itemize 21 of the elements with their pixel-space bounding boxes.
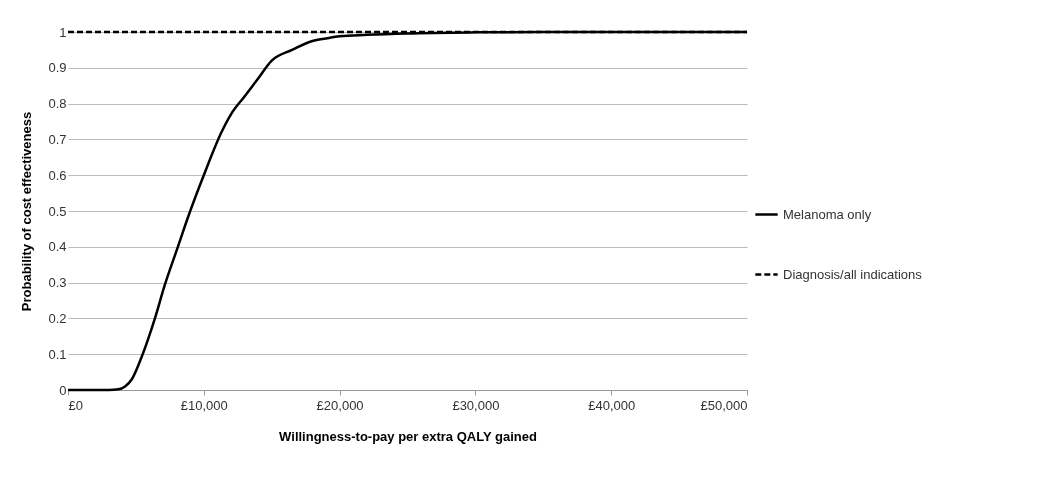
- y-tick-label: 0.9: [48, 60, 67, 76]
- y-tick-label: 0.8: [48, 96, 67, 112]
- x-tick-label: £40,000: [588, 397, 636, 413]
- x-tick-label: £0: [68, 397, 83, 413]
- y-tick-label: 0.2: [48, 310, 67, 326]
- x-tick-label: £10,000: [180, 397, 228, 413]
- y-tick-label: 0.3: [48, 275, 67, 291]
- y-tick-label: 0.4: [48, 239, 67, 255]
- x-axis-title: Willingness-to-pay per extra QALY gained: [279, 428, 537, 444]
- y-tick-label: 0: [59, 382, 67, 398]
- y-tick-label: 0.7: [48, 131, 67, 147]
- x-tick-label: £30,000: [452, 397, 500, 413]
- x-tick-label: £50,000: [700, 397, 748, 413]
- y-tick-label: 0.5: [48, 203, 67, 219]
- legend-label: Diagnosis/all indications: [783, 266, 923, 282]
- y-tick-label: 0.6: [48, 167, 67, 183]
- x-tick-label: £20,000: [316, 397, 364, 413]
- y-tick-label: 0.1: [48, 346, 67, 362]
- y-axis-title: Probability of cost effectiveness: [19, 111, 35, 312]
- y-tick-label: 1: [59, 24, 67, 40]
- legend-label: Melanoma only: [783, 206, 872, 222]
